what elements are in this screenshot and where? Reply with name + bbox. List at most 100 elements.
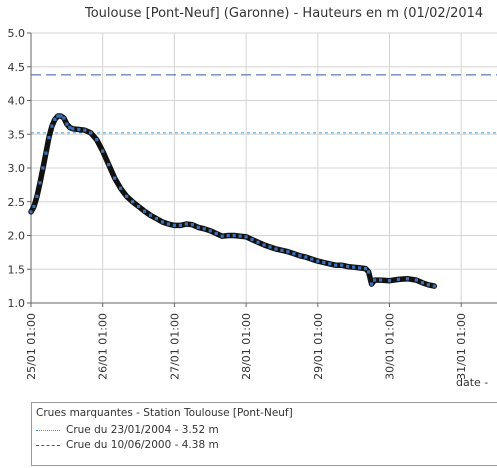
y-tick-label: 4.5 bbox=[8, 61, 26, 74]
data-point bbox=[32, 204, 36, 209]
data-point bbox=[38, 181, 42, 185]
series-line bbox=[28, 113, 438, 289]
data-point bbox=[178, 223, 182, 227]
data-point bbox=[190, 223, 194, 227]
data-point bbox=[372, 278, 377, 282]
legend: Crues marquantes - Station Toulouse [Pon… bbox=[31, 402, 497, 466]
y-tick-label: 2.0 bbox=[8, 230, 26, 243]
data-point bbox=[196, 225, 200, 229]
data-point bbox=[262, 243, 266, 247]
data-point bbox=[68, 125, 72, 130]
data-point bbox=[366, 270, 371, 274]
data-point bbox=[220, 234, 224, 238]
data-point bbox=[214, 231, 218, 236]
data-point bbox=[166, 222, 171, 226]
data-point bbox=[304, 255, 308, 259]
y-axis-ticks: 5.0 4.5 4.0 3.5 3.0 2.5 2.0 1.5 1.0 bbox=[8, 27, 31, 310]
data-point bbox=[101, 149, 105, 153]
data-point bbox=[53, 117, 57, 121]
data-point bbox=[41, 166, 45, 170]
data-point bbox=[378, 278, 383, 282]
data-point bbox=[414, 278, 418, 282]
data-point bbox=[286, 250, 290, 254]
chart-title: Toulouse [Pont-Neuf] (Garonne) - Hauteur… bbox=[84, 6, 483, 21]
x-tick-label: 29/01 01:00 bbox=[312, 313, 325, 380]
data-point bbox=[77, 127, 81, 132]
data-point bbox=[35, 194, 39, 198]
data-point bbox=[29, 210, 33, 214]
series-path bbox=[28, 113, 438, 289]
data-point bbox=[56, 114, 60, 118]
data-point bbox=[387, 279, 392, 283]
data-point bbox=[154, 217, 159, 221]
data-point bbox=[316, 259, 320, 263]
y-tick-label: 2.5 bbox=[8, 196, 26, 209]
y-tick-label: 5.0 bbox=[8, 27, 26, 40]
y-tick-label: 1.5 bbox=[8, 263, 26, 276]
data-point bbox=[65, 122, 69, 126]
data-point bbox=[148, 213, 153, 217]
data-point bbox=[238, 234, 242, 238]
data-point bbox=[334, 263, 338, 267]
x-tick-label: 26/01 01:00 bbox=[97, 313, 110, 380]
data-point bbox=[160, 220, 165, 224]
data-point bbox=[268, 245, 272, 249]
data-point bbox=[119, 186, 123, 190]
data-point bbox=[232, 233, 236, 238]
data-point bbox=[142, 209, 147, 213]
legend-label: Crue du 10/06/2000 - 4.38 m bbox=[66, 439, 219, 451]
data-point bbox=[250, 237, 254, 242]
data-point bbox=[95, 138, 99, 142]
data-point bbox=[310, 257, 314, 261]
x-tick-label: 28/01 01:00 bbox=[240, 313, 253, 380]
data-point bbox=[346, 264, 350, 269]
data-point bbox=[358, 266, 362, 270]
data-point bbox=[322, 260, 326, 265]
legend-item-threshold-1: Crue du 23/01/2004 - 3.52 m bbox=[36, 424, 219, 436]
data-point bbox=[396, 277, 401, 281]
data-point bbox=[256, 240, 260, 244]
legend-swatch-dashed bbox=[36, 444, 60, 446]
x-tick-label: 31/01 01:00 bbox=[455, 313, 468, 380]
data-point bbox=[130, 200, 135, 204]
y-tick-label: 1.0 bbox=[8, 297, 26, 310]
data-point bbox=[420, 281, 424, 285]
data-point bbox=[298, 254, 302, 258]
data-point bbox=[340, 263, 344, 267]
data-point bbox=[244, 235, 248, 239]
x-axis-ticks: 25/01 01:00 26/01 01:00 27/01 01:00 28/01 0… bbox=[25, 303, 468, 380]
grid-lines bbox=[30, 32, 497, 304]
data-point bbox=[405, 277, 410, 281]
legend-swatch-dotted bbox=[36, 429, 60, 431]
data-point bbox=[47, 136, 51, 140]
data-point bbox=[136, 204, 141, 209]
y-tick-label: 4.0 bbox=[8, 95, 26, 108]
data-point bbox=[202, 227, 206, 231]
data-point bbox=[172, 223, 176, 227]
data-point bbox=[208, 229, 212, 233]
data-point bbox=[71, 127, 75, 131]
data-point bbox=[50, 124, 54, 128]
data-point bbox=[89, 131, 93, 135]
data-point bbox=[62, 116, 66, 120]
data-point bbox=[107, 163, 111, 167]
data-point bbox=[83, 128, 87, 132]
data-point bbox=[328, 262, 332, 266]
data-point bbox=[125, 194, 129, 198]
legend-label: Crue du 23/01/2004 - 3.52 m bbox=[66, 424, 219, 436]
data-point bbox=[44, 151, 48, 155]
data-point bbox=[364, 266, 368, 271]
data-point bbox=[184, 222, 188, 226]
data-point bbox=[226, 233, 230, 238]
threshold-lines bbox=[31, 74, 497, 134]
data-point bbox=[274, 247, 278, 251]
y-tick-label: 3.5 bbox=[8, 128, 26, 141]
data-point bbox=[113, 176, 117, 180]
legend-title: Crues marquantes - Station Toulouse [Pon… bbox=[36, 407, 293, 419]
data-point bbox=[432, 284, 436, 288]
data-point bbox=[292, 252, 296, 256]
data-point bbox=[426, 283, 430, 287]
y-tick-label: 3.0 bbox=[8, 162, 26, 175]
x-tick-label: 25/01 01:00 bbox=[25, 313, 38, 380]
x-axis-label: date - bbox=[456, 376, 488, 389]
